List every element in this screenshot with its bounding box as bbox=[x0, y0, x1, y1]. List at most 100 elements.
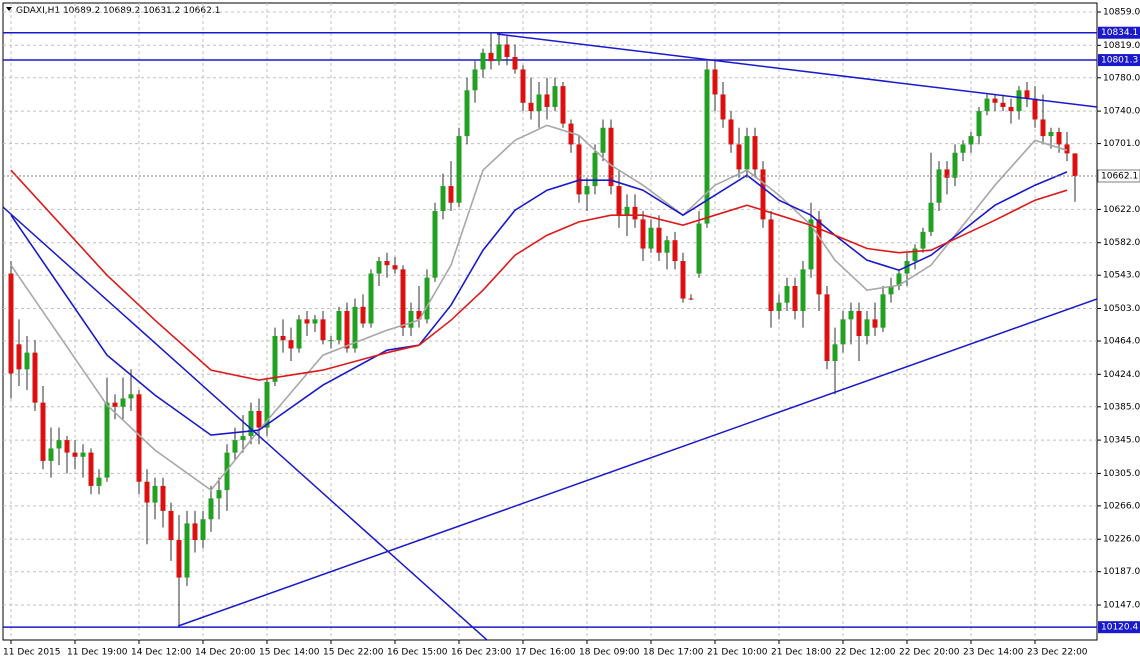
candle-body bbox=[688, 298, 694, 300]
candle-body bbox=[344, 311, 350, 349]
candle-body bbox=[552, 86, 558, 107]
y-tick-label: 10385.0 bbox=[1103, 402, 1140, 412]
candle-body bbox=[256, 410, 262, 428]
price-label-box bbox=[1098, 26, 1140, 39]
candle-body bbox=[48, 448, 54, 461]
candle-body bbox=[648, 227, 654, 249]
candle-body bbox=[768, 219, 774, 312]
x-tick-label: 23 Dec 14:00 bbox=[963, 648, 1024, 658]
candle-body bbox=[464, 90, 470, 137]
candle-body bbox=[720, 94, 726, 120]
candle-body bbox=[888, 286, 894, 295]
candle-body bbox=[8, 273, 14, 374]
candle-body bbox=[128, 394, 134, 399]
x-tick-label: 18 Dec 17:00 bbox=[643, 648, 704, 658]
candle-body bbox=[248, 410, 254, 436]
y-tick-label: 10740.0 bbox=[1103, 107, 1140, 117]
candle-body bbox=[744, 136, 750, 170]
candle-body bbox=[408, 311, 414, 328]
y-tick-label: 10266.0 bbox=[1103, 501, 1140, 511]
candle-body bbox=[920, 231, 926, 249]
candle-body bbox=[56, 440, 62, 449]
y-tick-label: 10305.0 bbox=[1103, 469, 1140, 479]
candle-body bbox=[608, 127, 614, 187]
candle-body bbox=[304, 319, 310, 324]
candle-body bbox=[872, 319, 878, 328]
candle-body bbox=[416, 311, 422, 320]
candle-body bbox=[392, 265, 398, 270]
axes: 10859.0 10819.0 10780.0 10740.0 10701.0 10622… bbox=[3, 7, 1140, 658]
candle-body bbox=[816, 219, 822, 295]
x-tick-label: 18 Dec 09:00 bbox=[579, 648, 640, 658]
candle-body bbox=[520, 69, 526, 103]
high: 10689.2 bbox=[103, 6, 140, 16]
x-tick-label: 21 Dec 10:00 bbox=[707, 648, 768, 658]
candle-body bbox=[32, 352, 38, 403]
menu-icon[interactable] bbox=[6, 7, 12, 11]
candle-body bbox=[968, 136, 974, 145]
candle-body bbox=[1024, 90, 1030, 99]
candle-body bbox=[232, 440, 238, 453]
x-tick-label: 11 Dec 2015 bbox=[3, 648, 61, 658]
candle-body bbox=[832, 344, 838, 361]
candle-body bbox=[864, 319, 870, 336]
last-price-label: 10662.1 bbox=[1101, 171, 1138, 181]
candle-body bbox=[328, 340, 334, 342]
x-tick-label: 17 Dec 16:00 bbox=[515, 648, 576, 658]
candle-body bbox=[632, 206, 638, 220]
y-tick-label: 10187.0 bbox=[1103, 567, 1140, 577]
candle-body bbox=[272, 335, 278, 382]
plot-area bbox=[3, 3, 1097, 640]
candle-body bbox=[896, 273, 902, 287]
low: 10631.2 bbox=[143, 6, 180, 16]
candle-body bbox=[704, 69, 710, 224]
y-tick-label: 10464.0 bbox=[1103, 336, 1140, 346]
candle-body bbox=[312, 319, 318, 324]
candle-body bbox=[1008, 106, 1014, 112]
candle-body bbox=[1016, 90, 1022, 112]
candle-body bbox=[1000, 102, 1006, 107]
candle-body bbox=[1056, 131, 1062, 145]
candle-body bbox=[448, 186, 454, 203]
candle-body bbox=[160, 485, 166, 511]
candle-body bbox=[760, 169, 766, 220]
candle-body bbox=[792, 286, 798, 312]
candle-body bbox=[1072, 153, 1078, 176]
candle-body bbox=[624, 206, 630, 216]
candle-body bbox=[560, 86, 566, 124]
candle-body bbox=[440, 186, 446, 212]
price-label-box bbox=[1098, 54, 1140, 67]
candle-body bbox=[976, 111, 982, 137]
candle-body bbox=[40, 402, 46, 461]
x-tick-label: 15 Dec 14:00 bbox=[259, 648, 320, 658]
x-tick-label: 23 Dec 22:00 bbox=[1027, 648, 1088, 658]
candle-body bbox=[336, 311, 342, 341]
x-tick-label: 11 Dec 19:00 bbox=[67, 648, 128, 658]
candle-body bbox=[696, 223, 702, 274]
y-tick-label: 10582.0 bbox=[1103, 238, 1140, 248]
candle-body bbox=[384, 261, 390, 266]
price-label-box bbox=[1098, 621, 1140, 634]
trend-line bbox=[177, 298, 1097, 627]
x-tick-label: 16 Dec 15:00 bbox=[387, 648, 448, 658]
candle-body bbox=[960, 144, 966, 153]
price-label: 10834.1 bbox=[1101, 28, 1138, 38]
price-label: 10801.3 bbox=[1101, 56, 1138, 66]
candle-body bbox=[376, 261, 382, 274]
header: GDAXI,H1 10689.2 10689.2 10631.2 10662.1 bbox=[16, 6, 220, 16]
candle-body bbox=[656, 227, 662, 253]
y-tick-label: 10503.0 bbox=[1103, 304, 1140, 314]
candle-body bbox=[848, 311, 854, 320]
candle-body bbox=[584, 186, 590, 195]
candle-body bbox=[176, 540, 182, 578]
candle-body bbox=[80, 452, 86, 457]
candle-body bbox=[928, 202, 934, 232]
candle-body bbox=[88, 452, 94, 486]
candle-body bbox=[944, 169, 950, 178]
last-price-box bbox=[1097, 169, 1140, 183]
candle-body bbox=[64, 440, 70, 453]
candle-body bbox=[280, 335, 286, 341]
candle-body bbox=[200, 519, 206, 541]
candle-body bbox=[576, 144, 582, 195]
price-label: 10120.4 bbox=[1101, 623, 1138, 633]
